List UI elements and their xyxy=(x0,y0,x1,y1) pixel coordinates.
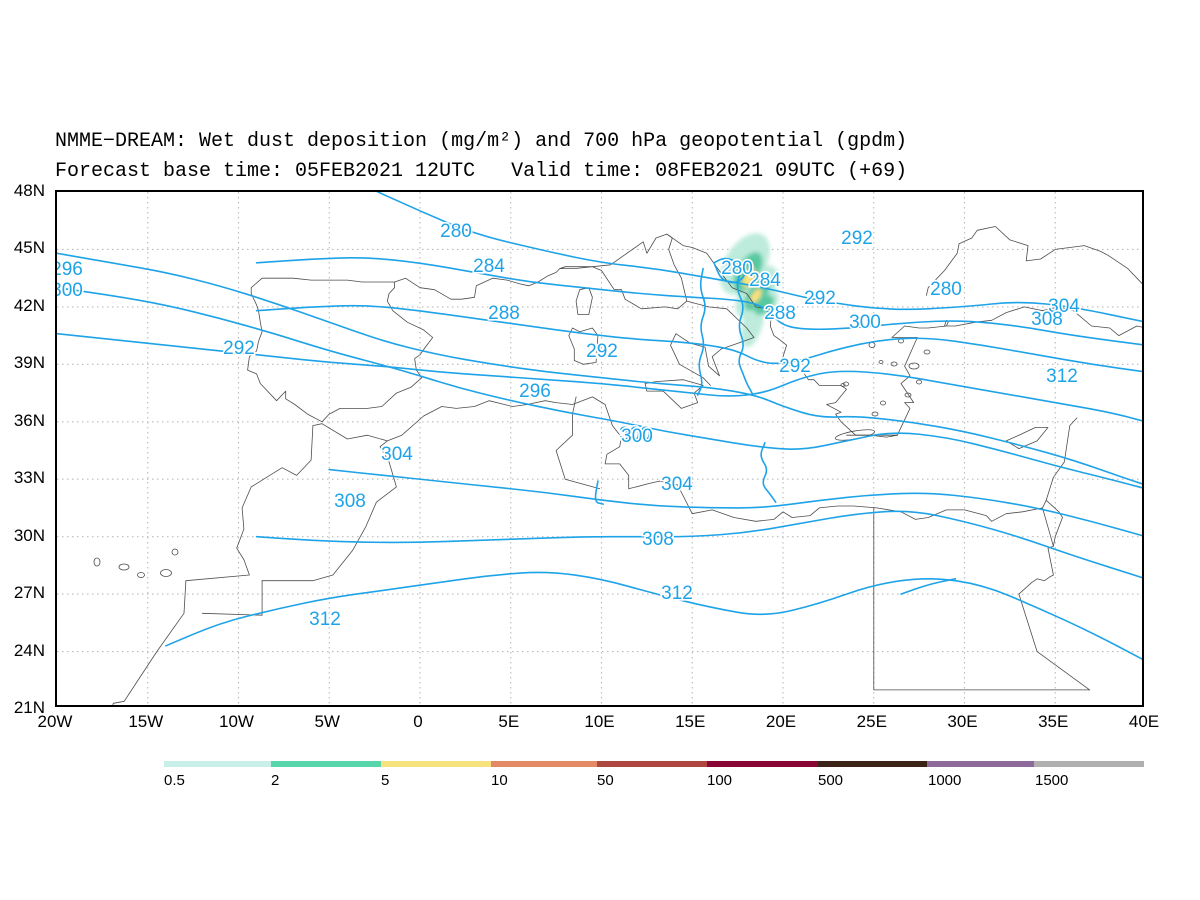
svg-text:280: 280 xyxy=(930,279,962,300)
svg-text:296: 296 xyxy=(57,259,83,280)
svg-text:284: 284 xyxy=(473,256,505,277)
svg-text:288: 288 xyxy=(488,303,520,324)
svg-text:300: 300 xyxy=(849,312,881,333)
svg-text:296: 296 xyxy=(519,381,551,402)
svg-text:308: 308 xyxy=(334,491,366,512)
svg-text:300: 300 xyxy=(621,426,653,447)
svg-text:292: 292 xyxy=(586,341,618,362)
svg-text:300: 300 xyxy=(57,280,83,301)
svg-text:304: 304 xyxy=(661,474,693,495)
svg-text:280: 280 xyxy=(721,258,753,279)
svg-text:288: 288 xyxy=(764,303,796,324)
svg-text:304: 304 xyxy=(381,444,413,465)
svg-text:308: 308 xyxy=(1031,309,1063,330)
svg-text:308: 308 xyxy=(642,529,674,550)
svg-text:292: 292 xyxy=(779,356,811,377)
svg-text:312: 312 xyxy=(661,583,693,604)
svg-text:312: 312 xyxy=(1046,366,1078,387)
svg-text:292: 292 xyxy=(841,228,873,249)
svg-text:292: 292 xyxy=(223,338,255,359)
svg-text:280: 280 xyxy=(440,221,472,242)
svg-text:284: 284 xyxy=(749,270,781,291)
svg-text:292: 292 xyxy=(804,288,836,309)
svg-text:312: 312 xyxy=(309,609,341,630)
